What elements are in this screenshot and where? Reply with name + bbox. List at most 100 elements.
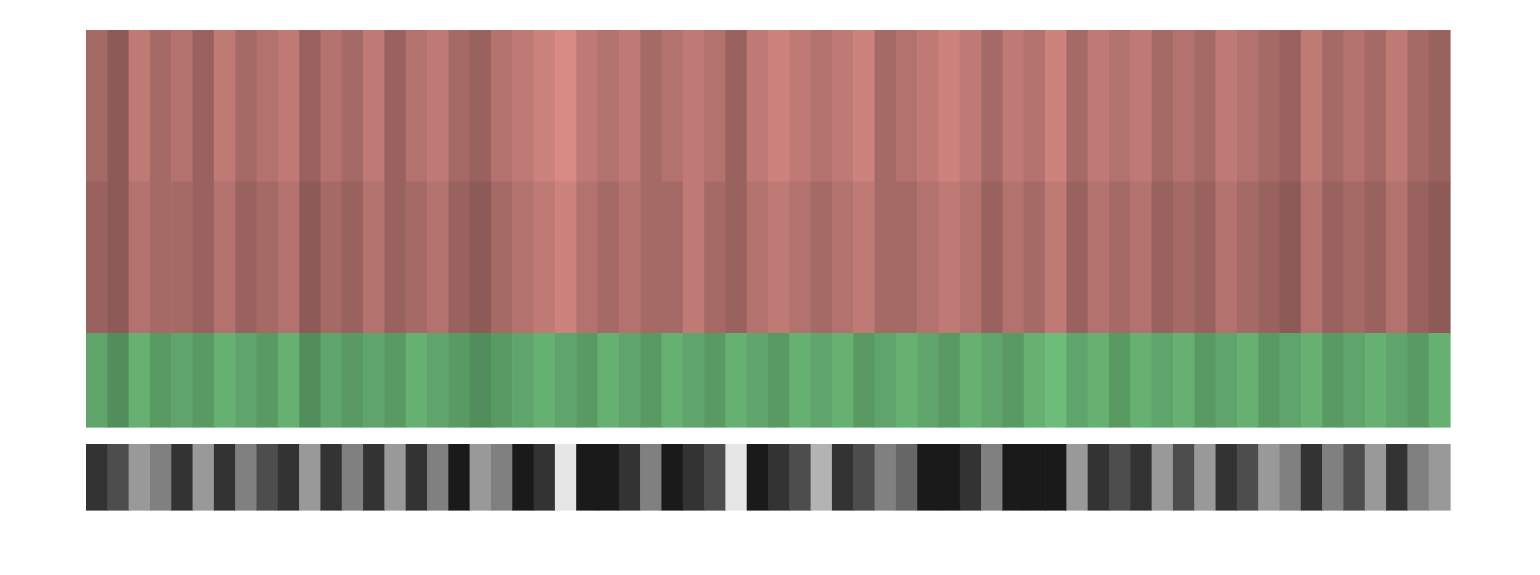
heatmap-cell xyxy=(86,333,108,428)
heatmap-cell xyxy=(917,30,939,182)
heatmap-cell xyxy=(1322,333,1344,428)
heatmap-cell xyxy=(704,444,726,511)
heatmap-cell xyxy=(278,444,300,511)
heatmap-cell xyxy=(1194,30,1216,182)
heatmap-cell xyxy=(875,182,897,334)
heatmap-cell xyxy=(683,182,705,334)
heatmap-cell xyxy=(832,333,854,428)
heatmap-cell xyxy=(555,182,577,334)
heatmap-cell xyxy=(1237,182,1259,334)
heatmap-panel xyxy=(86,333,1451,428)
heatmap-cell xyxy=(235,182,257,334)
heatmap-cell xyxy=(619,30,641,182)
heatmap-cell xyxy=(257,182,279,334)
heatmap-cell xyxy=(1280,333,1302,428)
heatmap-cell xyxy=(448,333,470,428)
heatmap-cell xyxy=(768,30,790,182)
heatmap-cell xyxy=(214,182,236,334)
heatmap-cell xyxy=(1173,444,1195,511)
heatmap-cell xyxy=(555,30,577,182)
heatmap-cell xyxy=(661,333,683,428)
heatmap-cell xyxy=(1365,333,1387,428)
heatmap-cell xyxy=(1045,444,1067,511)
heatmap-cell xyxy=(235,333,257,428)
heatmap-cell xyxy=(129,444,151,511)
heatmap-cell xyxy=(1002,444,1024,511)
heatmap-cell xyxy=(257,30,279,182)
heatmap-cell xyxy=(448,444,470,511)
heatmap-cell xyxy=(427,444,449,511)
heatmap-cell xyxy=(1173,182,1195,334)
heatmap-cell xyxy=(320,30,342,182)
heatmap-cell xyxy=(1301,444,1323,511)
heatmap-cell xyxy=(619,444,641,511)
heatmap-cell xyxy=(811,444,833,511)
heatmap-cell xyxy=(342,444,364,511)
heatmap-cell xyxy=(448,182,470,334)
heatmap-cell xyxy=(107,333,129,428)
heatmap-cell xyxy=(1429,30,1451,182)
heatmap-cell xyxy=(512,444,534,511)
heatmap-cell xyxy=(1216,444,1238,511)
heatmap-cell xyxy=(1066,30,1088,182)
heatmap-cell xyxy=(789,333,811,428)
heatmap-cell xyxy=(896,444,918,511)
heatmap-cell xyxy=(896,333,918,428)
heatmap-cell xyxy=(299,333,321,428)
heatmap-cell xyxy=(661,182,683,334)
heatmap-cell xyxy=(725,333,747,428)
heatmap-cell xyxy=(107,182,129,334)
heatmap-cell xyxy=(640,182,662,334)
heatmap-cell xyxy=(640,30,662,182)
heatmap-cell xyxy=(534,30,556,182)
heatmap-cell xyxy=(150,182,172,334)
heatmap-cell xyxy=(1258,182,1280,334)
heatmap-cell xyxy=(1407,30,1429,182)
heatmap-cell xyxy=(789,182,811,334)
heatmap-cell xyxy=(534,182,556,334)
heatmap-cell xyxy=(214,30,236,182)
heatmap-cell xyxy=(576,182,598,334)
heatmap-cell xyxy=(171,30,193,182)
heatmap-cell xyxy=(1365,444,1387,511)
heatmap-cell xyxy=(534,444,556,511)
heatmap-cell xyxy=(107,30,129,182)
heatmap-cell xyxy=(917,333,939,428)
heatmap-cell xyxy=(1343,444,1365,511)
heatmap-cell xyxy=(1173,333,1195,428)
heatmap-cell xyxy=(470,444,492,511)
heatmap-cell xyxy=(534,333,556,428)
heatmap-cell xyxy=(512,30,534,182)
heatmap-cell xyxy=(512,182,534,334)
heatmap-cell xyxy=(406,333,428,428)
heatmap-cell xyxy=(278,182,300,334)
heatmap-cell xyxy=(683,333,705,428)
heatmap-cell xyxy=(1152,182,1174,334)
heatmap-cell xyxy=(1194,182,1216,334)
heatmap-cell xyxy=(491,444,513,511)
heatmap-cell xyxy=(193,444,215,511)
heatmap-cell xyxy=(406,182,428,334)
heatmap-cell xyxy=(470,182,492,334)
heatmap-cell xyxy=(171,182,193,334)
heatmap-cell xyxy=(278,30,300,182)
heatmap-cell xyxy=(555,333,577,428)
heatmap-cell xyxy=(1130,444,1152,511)
heatmap-cell xyxy=(406,30,428,182)
heatmap-cell xyxy=(320,333,342,428)
heatmap-cell xyxy=(1280,444,1302,511)
heatmap-cell xyxy=(342,30,364,182)
heatmap-cell xyxy=(512,333,534,428)
heatmap-cell xyxy=(1407,182,1429,334)
heatmap-cell xyxy=(384,444,406,511)
heatmap-cell xyxy=(917,182,939,334)
heatmap-cell xyxy=(747,333,769,428)
heatmap-cell xyxy=(555,444,577,511)
heatmap-cell xyxy=(363,333,385,428)
heatmap-cell xyxy=(917,444,939,511)
heatmap-cell xyxy=(129,333,151,428)
heatmap-cell xyxy=(1322,182,1344,334)
heatmap-cell xyxy=(342,333,364,428)
heatmap-cell xyxy=(427,182,449,334)
heatmap-cell xyxy=(427,30,449,182)
